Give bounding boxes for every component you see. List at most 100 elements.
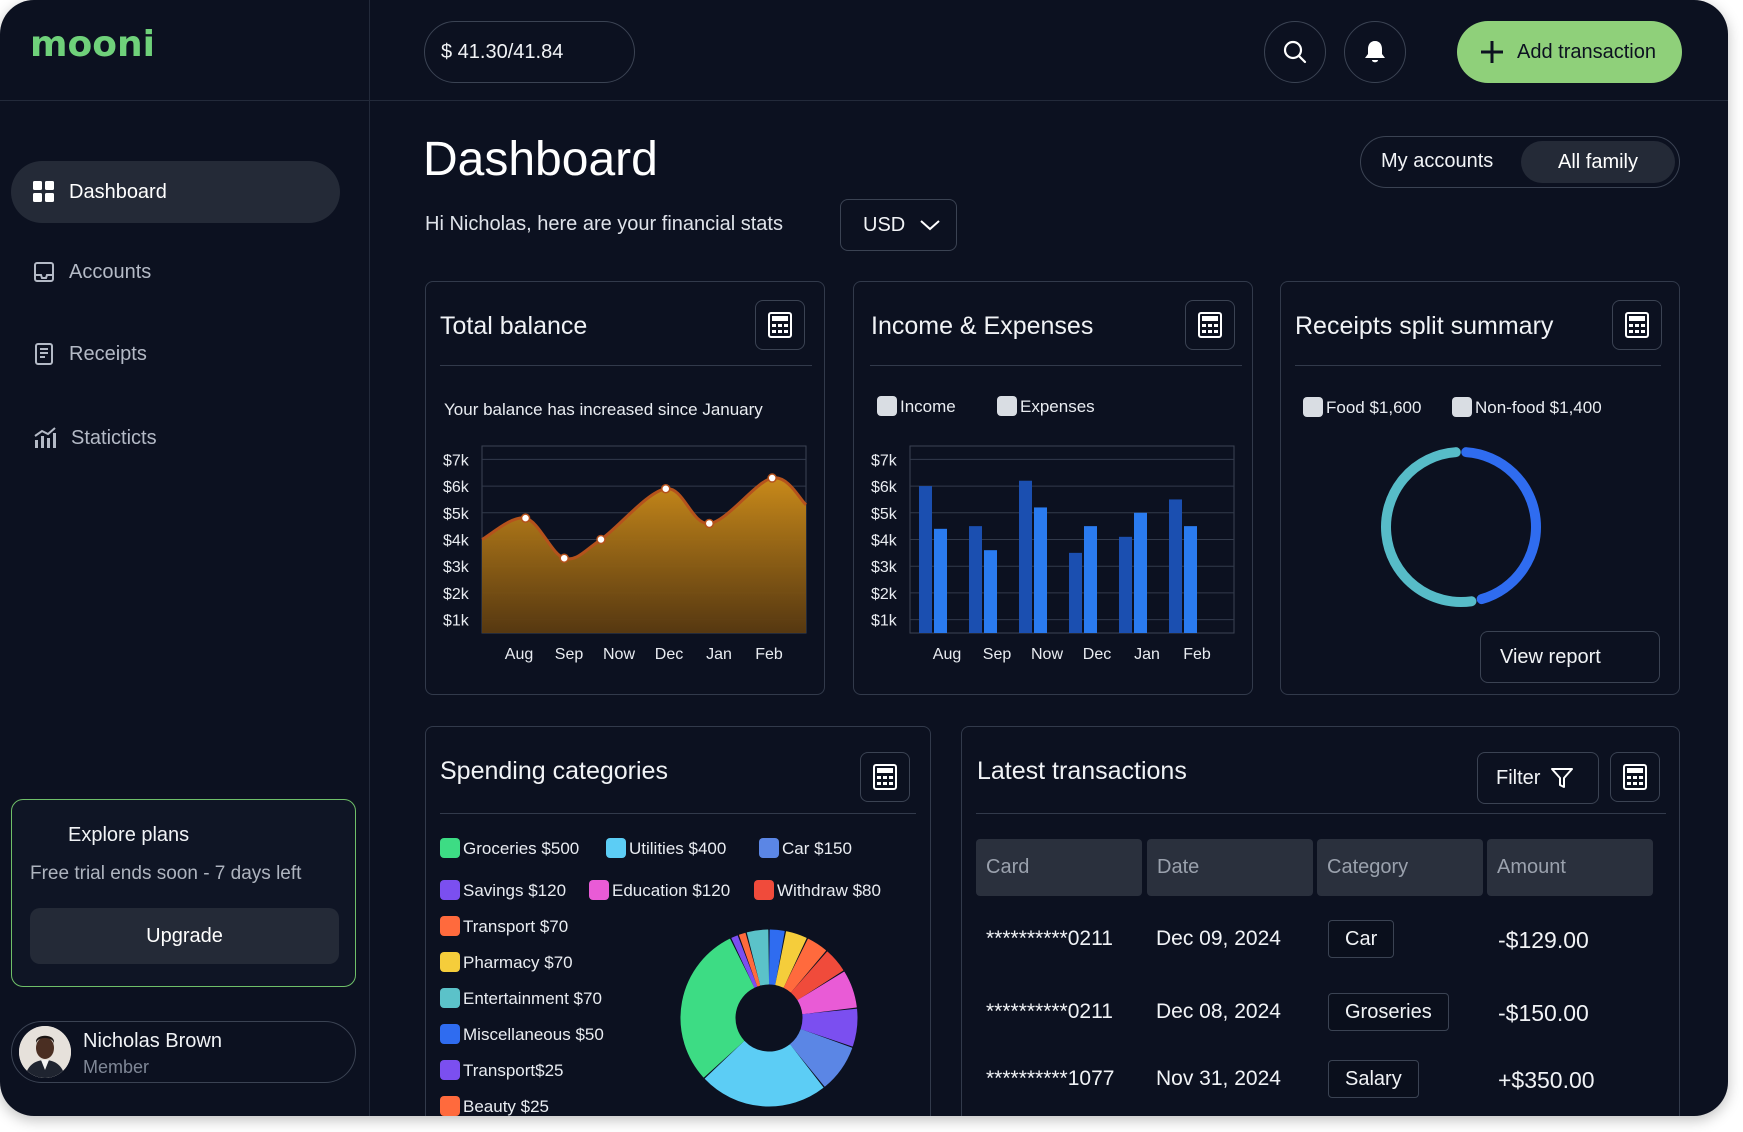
notifications-button[interactable] (1344, 21, 1406, 83)
grid-icon (33, 181, 54, 202)
calculator-button[interactable] (1612, 300, 1662, 350)
calculator-button[interactable] (755, 300, 805, 350)
y-tick-label: $1k (443, 613, 470, 630)
legend-non-food[interactable]: Non-food $1,400 (1452, 397, 1602, 418)
tab-my-accounts[interactable]: My accounts (1381, 150, 1494, 172)
legend-item[interactable]: Withdraw $80 (754, 880, 881, 901)
legend-item[interactable]: Entertainment $70 (440, 988, 602, 1009)
legend-item[interactable]: Car $150 (759, 838, 852, 859)
sidebar-item-label: Staticticts (71, 426, 157, 449)
x-tick-label: Aug (505, 646, 533, 663)
view-report-button[interactable]: View report (1480, 631, 1660, 683)
slice-entertainment- (746, 929, 770, 986)
balance-point (596, 534, 606, 545)
search-button[interactable] (1264, 21, 1326, 83)
sidebar-item-label: Receipts (69, 342, 147, 365)
legend-label: Pharmacy $70 (463, 953, 573, 972)
legend-label: Education $120 (612, 881, 731, 900)
legend-swatch (440, 916, 460, 936)
x-tick-label: Dec (1083, 646, 1111, 663)
sidebar-item-statistics[interactable]: Staticticts (11, 407, 340, 469)
row-amount: -$129.00 (1498, 927, 1589, 953)
calculator-button[interactable] (1185, 300, 1235, 350)
legend-income[interactable]: Income (877, 396, 956, 417)
category-tag[interactable]: Salary (1328, 1060, 1419, 1098)
card-divider (440, 365, 812, 366)
inbox-icon (34, 262, 54, 282)
slice-transport- (731, 935, 758, 988)
legend-item[interactable]: Groceries $500 (440, 838, 579, 859)
card-title: Spending categories (440, 757, 668, 785)
slice-savings- (800, 1008, 858, 1047)
card-divider (440, 813, 916, 814)
column-header-date[interactable]: Date (1147, 839, 1313, 896)
x-tick-label: Feb (755, 646, 783, 663)
x-tick-label: Jan (706, 646, 732, 663)
y-tick-label: $2k (871, 586, 898, 603)
column-header-card[interactable]: Card (976, 839, 1142, 896)
scope-toggle: My accounts All family (1360, 136, 1680, 188)
legend-expenses[interactable]: Expenses (997, 396, 1095, 417)
legend-item[interactable]: Beauty $25 (440, 1096, 549, 1116)
tab-all-family[interactable]: All family (1521, 141, 1675, 183)
price-display[interactable]: $ 41.30/41.84 (424, 21, 635, 83)
legend-swatch (440, 1060, 460, 1080)
bar-income (919, 486, 932, 633)
row-amount: +$350.00 (1498, 1067, 1595, 1093)
total-balance-card: Total balance Your balance has increased… (425, 281, 825, 695)
balance-point (661, 483, 671, 494)
filter-button[interactable]: Filter (1477, 752, 1599, 804)
mooni-logo[interactable]: mooni (30, 26, 160, 66)
slice-transport- (783, 938, 827, 993)
legend-label: Savings $120 (463, 881, 567, 900)
chart-icon (34, 427, 56, 448)
x-tick-label: Now (603, 646, 635, 663)
user-profile[interactable]: Nicholas Brown Member (11, 1021, 356, 1083)
search-icon (1283, 40, 1307, 64)
bar-income (969, 526, 982, 633)
row-amount: -$150.00 (1498, 1000, 1589, 1026)
legend-swatch (440, 1096, 460, 1116)
bar-income (1119, 536, 1132, 633)
legend-swatch (440, 880, 460, 900)
balance-point (767, 473, 777, 483)
calculator-button[interactable] (860, 752, 910, 802)
calculator-icon (1623, 764, 1647, 790)
legend-food[interactable]: Food $1,600 (1303, 397, 1421, 418)
legend-item[interactable]: Miscellaneous $50 (440, 1024, 604, 1045)
y-tick-label: $3k (443, 559, 470, 576)
x-tick-label: Now (1031, 646, 1063, 663)
sidebar-item-label: Accounts (69, 260, 152, 283)
sidebar-item-receipts[interactable]: Receipts (11, 323, 340, 385)
category-tag[interactable]: Groseries (1328, 993, 1449, 1031)
legend-label: Car $150 (782, 839, 852, 858)
slice-groceries- (680, 938, 755, 1078)
legend-item[interactable]: Transport$25 (440, 1060, 563, 1081)
legend-swatch (440, 1024, 460, 1044)
row-date: Dec 09, 2024 (1156, 927, 1281, 950)
add-transaction-button[interactable]: Add transaction (1457, 21, 1682, 83)
legend-item[interactable]: Utilities $400 (606, 838, 726, 859)
balance-line (481, 476, 808, 561)
x-tick-label: Sep (555, 646, 584, 663)
greeting: Hi Nicholas, here are your financial sta… (425, 213, 783, 235)
currency-select[interactable]: USD (840, 199, 957, 251)
calculator-button[interactable] (1610, 752, 1660, 802)
legend-item[interactable]: Pharmacy $70 (440, 952, 573, 973)
sidebar-item-dashboard[interactable]: Dashboard (11, 161, 340, 223)
income-expenses-card: Income & Expenses Income Expenses $7k $6k… (853, 281, 1253, 695)
upgrade-button[interactable]: Upgrade (30, 908, 339, 964)
legend-label: Food $1,600 (1326, 398, 1422, 417)
legend-item[interactable]: Education $120 (589, 880, 730, 901)
category-tag[interactable]: Car (1328, 920, 1395, 958)
checkbox-icon (997, 396, 1017, 416)
legend-item[interactable]: Transport $70 (440, 916, 568, 937)
sidebar-item-accounts[interactable]: Accounts (11, 241, 340, 303)
legend-item[interactable]: Savings $120 (440, 880, 566, 901)
calculator-icon (1625, 312, 1649, 338)
receipt-icon (35, 343, 53, 365)
plans-title: Explore plans (68, 824, 190, 846)
card-divider (976, 813, 1666, 814)
column-header-amount[interactable]: Amount (1487, 839, 1653, 896)
column-header-category[interactable]: Category (1317, 839, 1483, 896)
